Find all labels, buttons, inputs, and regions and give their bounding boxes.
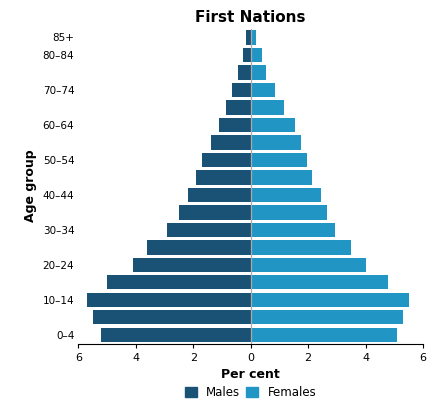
Bar [251, 100, 284, 115]
Bar [211, 135, 251, 150]
Bar [232, 83, 251, 97]
Bar [251, 170, 313, 184]
Bar [251, 222, 335, 237]
Bar [167, 222, 251, 237]
Bar [238, 65, 251, 79]
Bar [251, 65, 266, 79]
Legend: Males, Females: Males, Females [181, 381, 321, 404]
Bar [243, 48, 251, 62]
Bar [187, 188, 251, 202]
Bar [202, 153, 251, 167]
Bar [196, 170, 251, 184]
Bar [251, 118, 295, 132]
Bar [251, 83, 275, 97]
Bar [251, 240, 351, 254]
Bar [251, 30, 256, 45]
Bar [219, 118, 251, 132]
Bar [251, 135, 301, 150]
Bar [107, 275, 251, 290]
Bar [251, 153, 307, 167]
Bar [251, 258, 365, 272]
Title: First Nations: First Nations [195, 10, 306, 25]
Bar [245, 30, 251, 45]
Bar [251, 205, 327, 220]
Bar [251, 188, 321, 202]
Bar [179, 205, 251, 220]
Bar [93, 310, 251, 324]
Bar [226, 100, 251, 115]
Bar [251, 293, 409, 307]
Bar [251, 328, 397, 342]
Bar [147, 240, 251, 254]
X-axis label: Per cent: Per cent [221, 368, 280, 381]
Bar [251, 48, 262, 62]
Bar [133, 258, 251, 272]
Bar [102, 328, 251, 342]
Y-axis label: Age group: Age group [24, 150, 37, 222]
Bar [251, 310, 403, 324]
Bar [251, 275, 388, 290]
Bar [87, 293, 251, 307]
